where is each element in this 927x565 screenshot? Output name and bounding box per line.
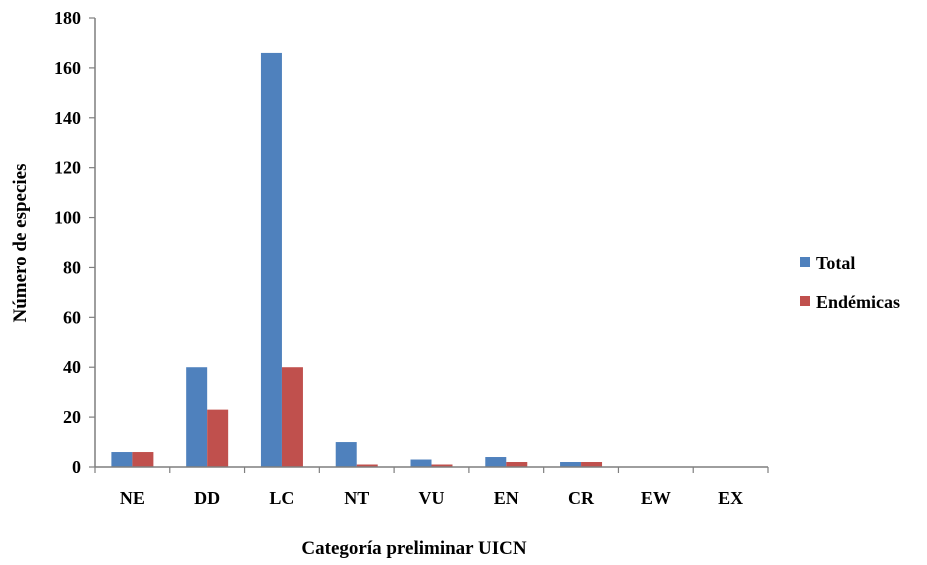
bar-endemicas-cr xyxy=(581,462,603,467)
legend-label: Endémicas xyxy=(816,292,900,312)
x-tick-label: CR xyxy=(568,488,595,508)
bar-total-lc xyxy=(260,52,282,468)
x-tick-label: VU xyxy=(419,488,445,508)
bar-total-ne xyxy=(111,452,133,467)
x-tick-label: LC xyxy=(269,488,294,508)
bars-layer xyxy=(111,52,603,468)
bar-endemicas-vu xyxy=(431,464,453,467)
x-tick-label: EN xyxy=(494,488,519,508)
bar-endemicas-nt xyxy=(356,464,378,467)
legend-swatch xyxy=(800,257,810,267)
bar-endemicas-dd xyxy=(207,409,229,467)
bar-total-vu xyxy=(410,459,432,467)
y-tick-label: 20 xyxy=(63,407,81,427)
x-axis-title: Categoría preliminar UICN xyxy=(301,538,526,559)
legend-swatch xyxy=(800,296,810,306)
y-tick-label: 80 xyxy=(63,257,81,277)
bar-total-en xyxy=(485,457,507,467)
bar-endemicas-ne xyxy=(132,452,154,467)
bar-total-nt xyxy=(335,442,357,467)
y-tick-label: 120 xyxy=(54,158,81,178)
legend: Total Endémicas xyxy=(800,253,900,312)
y-tick-label: 40 xyxy=(63,357,81,377)
legend-label: Total xyxy=(816,253,855,273)
x-tick-label: NT xyxy=(344,488,369,508)
x-ticks: NE DD LC NT VU EN CR EW EX xyxy=(94,467,769,508)
y-tick-label: 0 xyxy=(72,457,81,477)
x-tick-label: EW xyxy=(641,488,671,508)
x-tick-label: NE xyxy=(120,488,145,508)
y-tick-label: 60 xyxy=(63,307,81,327)
x-tick-label: EX xyxy=(718,488,743,508)
y-tick-label: 100 xyxy=(54,208,81,228)
x-tick-label: DD xyxy=(194,488,220,508)
bar-endemicas-en xyxy=(506,462,528,467)
y-tick-label: 160 xyxy=(54,58,81,78)
y-axis-title: Número de especies xyxy=(10,163,31,322)
bar-total-dd xyxy=(186,367,208,467)
bar-endemicas-lc xyxy=(281,367,303,467)
y-tick-label: 140 xyxy=(54,108,81,128)
bar-total-cr xyxy=(560,462,582,467)
y-ticks: 0 20 40 60 80 100 120 140 160 180 xyxy=(54,8,95,477)
y-tick-label: 180 xyxy=(54,8,81,28)
